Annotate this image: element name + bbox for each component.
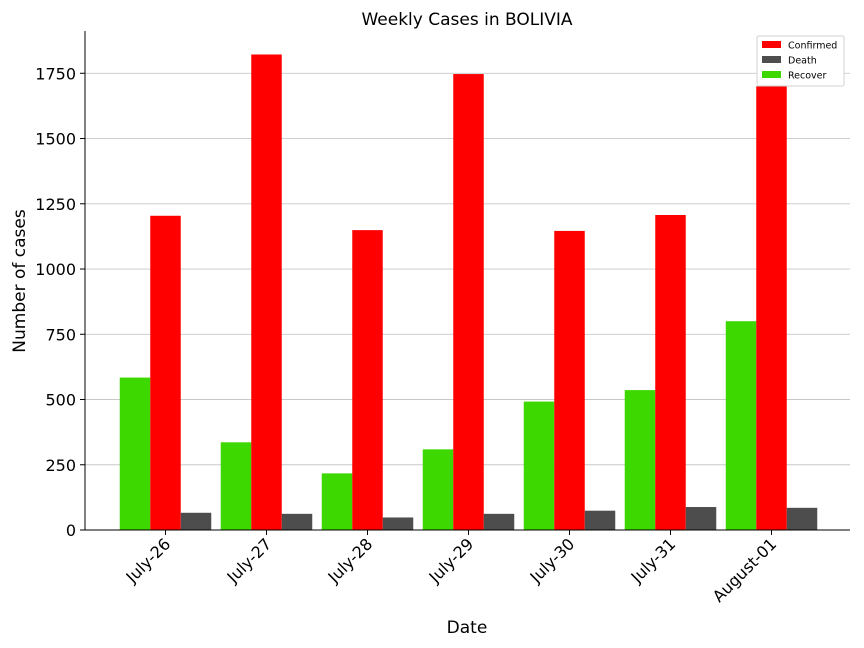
legend: Confirmed Death Recover — [756, 35, 845, 87]
legend-label-death: Death — [788, 56, 817, 67]
bar-recover-august-01 — [725, 321, 757, 530]
legend-label-recover: Recover — [788, 71, 827, 82]
bar-death-july-28 — [382, 517, 414, 530]
bar-confirmed-july-26 — [150, 215, 181, 530]
x-tick-label: July-28 — [324, 534, 377, 587]
bar-death-july-30 — [584, 510, 616, 530]
y-axis-label: Number of cases — [10, 209, 30, 353]
bar-death-july-31 — [685, 507, 717, 530]
legend-swatch-confirmed — [762, 41, 781, 48]
bar-death-july-29 — [483, 513, 515, 530]
x-tick-label: July-27 — [223, 534, 276, 587]
bar-death-july-27 — [281, 513, 313, 530]
legend-swatch-death — [762, 56, 781, 63]
bar-recover-july-31 — [624, 390, 656, 530]
y-tick-label: 250 — [45, 456, 76, 475]
bar-confirmed-july-30 — [554, 230, 585, 530]
x-tick-label: August-01 — [709, 534, 781, 606]
bars — [119, 54, 818, 530]
bar-confirmed-july-29 — [453, 74, 484, 530]
x-axis-label: Date — [447, 618, 488, 638]
bar-recover-july-27 — [220, 442, 252, 530]
bar-confirmed-july-27 — [251, 54, 282, 530]
x-tick-label: July-29 — [425, 534, 478, 587]
y-ticks: 0 250 500 750 1000 1250 1500 1750 — [35, 64, 85, 540]
y-tick-label: 500 — [45, 391, 76, 410]
bar-recover-july-30 — [523, 401, 555, 530]
bar-recover-july-28 — [321, 473, 353, 530]
y-tick-label: 1250 — [35, 195, 76, 214]
y-tick-label: 1750 — [35, 64, 76, 83]
y-tick-label: 1500 — [35, 130, 76, 149]
x-ticks: July-26 July-27 July-28 July-29 July-30 July-… — [122, 530, 781, 606]
chart-title: Weekly Cases in BOLIVIA — [361, 10, 572, 30]
bar-confirmed-july-31 — [655, 214, 686, 530]
axes — [84, 31, 850, 531]
x-tick-label: July-30 — [526, 534, 579, 587]
y-tick-label: 0 — [66, 521, 76, 540]
bar-recover-july-26 — [119, 377, 151, 530]
legend-swatch-recover — [762, 71, 781, 78]
x-tick-label: July-26 — [122, 534, 175, 587]
bar-death-august-01 — [786, 507, 818, 530]
y-tick-label: 1000 — [35, 260, 76, 279]
x-tick-label: July-31 — [627, 534, 680, 587]
y-tick-label: 750 — [45, 325, 76, 344]
bar-recover-july-29 — [422, 449, 454, 530]
bar-death-july-26 — [180, 512, 212, 530]
legend-label-confirmed: Confirmed — [788, 41, 837, 52]
bar-confirmed-august-01 — [756, 86, 787, 530]
bar-confirmed-july-28 — [352, 230, 383, 530]
